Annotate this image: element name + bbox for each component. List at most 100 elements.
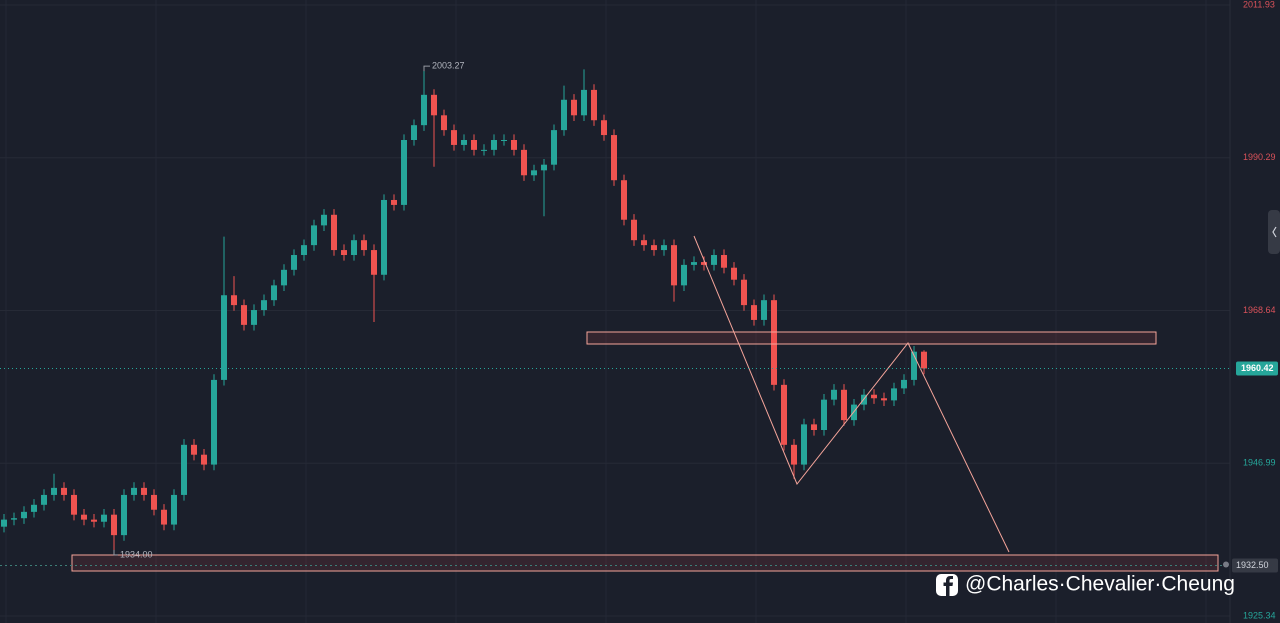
candle-body	[631, 219, 637, 241]
candle-body	[541, 164, 547, 171]
candle-body	[561, 99, 567, 131]
candle-body	[601, 120, 607, 136]
candle-body	[41, 494, 47, 505]
candle-body	[421, 94, 427, 126]
y-tick-label: 1990.29	[1243, 152, 1276, 162]
candle-body	[511, 139, 517, 150]
candle-body	[761, 300, 767, 320]
y-tick-label: 2011.93	[1243, 0, 1275, 9]
y-tick-label: 1968.64	[1243, 305, 1276, 315]
candle-body	[121, 494, 127, 536]
side-toggle[interactable]	[1268, 210, 1280, 254]
candle-body	[441, 115, 447, 131]
candle-body	[311, 225, 317, 246]
candle-body	[461, 139, 467, 145]
candle-body	[261, 300, 267, 311]
candle-body	[281, 269, 287, 286]
low-label: 1934.00	[120, 549, 153, 559]
candle-body	[771, 300, 777, 385]
candle-body	[111, 514, 117, 536]
candle-body	[781, 384, 787, 445]
candle-body	[491, 139, 497, 150]
candle-body	[821, 399, 827, 431]
candle-body	[321, 214, 327, 226]
candle-body	[581, 89, 587, 116]
candle-body	[351, 240, 357, 256]
candle-body	[751, 305, 757, 320]
low-marker	[113, 549, 118, 556]
current-price-box	[1236, 361, 1278, 376]
alert-icon	[1223, 561, 1229, 568]
candle-body	[341, 250, 347, 256]
candle-body	[801, 424, 807, 465]
candle-body	[741, 279, 747, 306]
candle-body	[901, 379, 907, 389]
candle-body	[671, 245, 677, 286]
candle-body	[651, 245, 657, 251]
candle-body	[81, 514, 87, 520]
candle-body	[521, 149, 527, 176]
candle-body	[431, 94, 437, 116]
candle-body	[791, 444, 797, 465]
candle-body	[61, 487, 67, 495]
candle-body	[611, 135, 617, 181]
candle-body	[471, 139, 477, 150]
candle-body	[481, 149, 487, 151]
candle-body	[921, 351, 927, 369]
watermark: @Charles·Chevalier·Cheung	[965, 573, 1235, 596]
candle-body	[141, 487, 147, 495]
candle-body	[301, 245, 307, 256]
candle-body	[191, 444, 197, 455]
candle-body	[501, 139, 507, 141]
candle-body	[531, 170, 537, 176]
candle-body	[401, 139, 407, 205]
candle-body	[21, 511, 27, 519]
support-zone	[71, 554, 1219, 572]
candle-body	[691, 262, 697, 265]
candle-body	[621, 180, 627, 220]
resistance-zone	[586, 331, 1157, 345]
candle-body	[871, 394, 877, 399]
candle-body	[331, 214, 337, 251]
candle-body	[371, 250, 377, 275]
candle-body	[841, 389, 847, 421]
candle-body	[681, 264, 687, 286]
candle-body	[221, 295, 227, 380]
high-marker	[423, 65, 430, 72]
candle-body	[411, 125, 417, 140]
candle-body	[701, 262, 707, 265]
candle-body	[211, 379, 217, 465]
candle-body	[551, 130, 557, 165]
candle-body	[721, 255, 727, 268]
candle-body	[831, 389, 837, 400]
candle-body	[181, 444, 187, 495]
candle-body	[51, 487, 57, 495]
candle-body	[881, 398, 887, 401]
candle-body	[731, 267, 737, 280]
candle-body	[131, 487, 137, 495]
high-label: 2003.27	[432, 60, 465, 70]
side-toggle-icon	[1272, 226, 1277, 238]
candle-body	[391, 199, 397, 205]
candle-body	[31, 504, 37, 512]
candle-body	[591, 89, 597, 121]
candle-body	[291, 255, 297, 270]
candle-body	[911, 351, 917, 380]
candle-body	[231, 295, 237, 306]
candle-body	[101, 514, 107, 522]
alert-label: 1932.50	[1236, 560, 1269, 570]
candle-body	[241, 305, 247, 325]
candle-body	[151, 494, 157, 510]
candle-body	[711, 255, 717, 265]
candle-body	[451, 130, 457, 145]
candle-body	[271, 285, 277, 301]
current-price-label: 1960.42	[1241, 363, 1274, 373]
candle-body	[201, 454, 207, 465]
pattern-projection	[693, 235, 1010, 553]
candle-body	[641, 240, 647, 246]
candle-body	[361, 240, 367, 251]
candle-body	[91, 519, 97, 522]
